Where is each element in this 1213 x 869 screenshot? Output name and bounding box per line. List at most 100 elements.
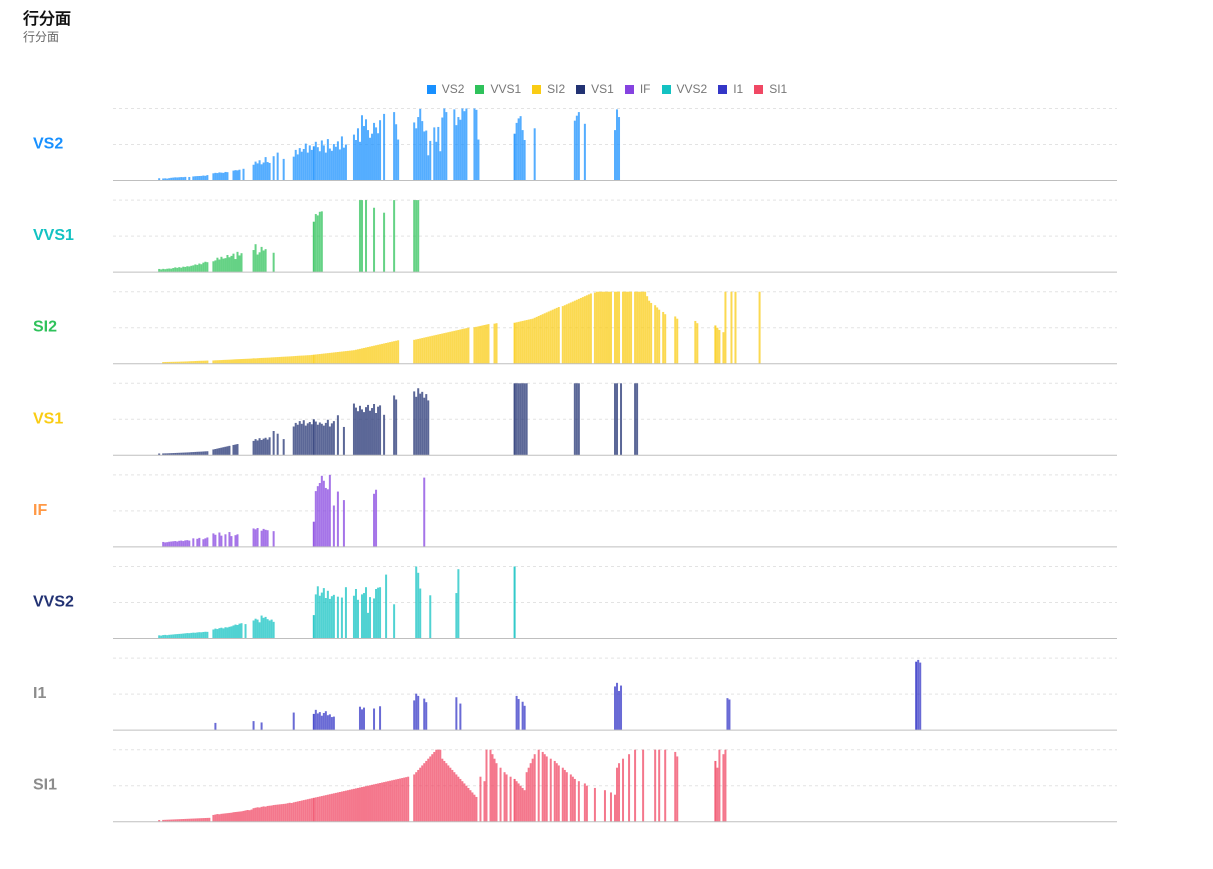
bar[interactable]	[206, 451, 209, 456]
bar[interactable]	[324, 422, 327, 456]
bar[interactable]	[268, 805, 271, 822]
bar[interactable]	[714, 325, 717, 364]
bar[interactable]	[166, 542, 169, 547]
bar[interactable]	[224, 171, 227, 181]
bar[interactable]	[539, 315, 542, 364]
bar[interactable]	[377, 783, 380, 822]
bar[interactable]	[328, 474, 331, 547]
bar[interactable]	[521, 320, 524, 364]
bar[interactable]	[236, 625, 239, 639]
bar[interactable]	[236, 444, 239, 456]
bar[interactable]	[369, 410, 372, 456]
bar[interactable]	[391, 341, 394, 364]
bar[interactable]	[437, 126, 440, 181]
bar[interactable]	[579, 298, 582, 364]
bar[interactable]	[312, 146, 315, 181]
bar[interactable]	[330, 352, 333, 364]
bar[interactable]	[515, 383, 518, 456]
bar[interactable]	[184, 176, 187, 181]
bar[interactable]	[236, 534, 239, 547]
bar[interactable]	[569, 774, 572, 822]
bar[interactable]	[515, 322, 518, 364]
bar[interactable]	[158, 268, 161, 273]
bar[interactable]	[338, 792, 341, 822]
bar[interactable]	[356, 599, 359, 639]
bar[interactable]	[312, 419, 315, 456]
bar[interactable]	[517, 321, 520, 364]
bar[interactable]	[537, 749, 540, 822]
bar[interactable]	[630, 291, 633, 364]
bar[interactable]	[453, 772, 456, 822]
bar[interactable]	[230, 359, 233, 364]
bar[interactable]	[180, 540, 183, 547]
bar[interactable]	[429, 336, 432, 364]
bar[interactable]	[367, 347, 370, 364]
bar[interactable]	[620, 685, 623, 731]
bar[interactable]	[505, 774, 508, 822]
bar[interactable]	[451, 331, 454, 364]
bar[interactable]	[387, 342, 390, 364]
bar[interactable]	[491, 754, 494, 822]
bar[interactable]	[188, 361, 191, 364]
bar[interactable]	[164, 542, 167, 547]
bar[interactable]	[232, 444, 235, 456]
bar[interactable]	[365, 347, 368, 364]
bar[interactable]	[224, 446, 227, 456]
bar[interactable]	[272, 431, 275, 456]
bar[interactable]	[395, 399, 398, 456]
bar[interactable]	[495, 323, 498, 364]
bar[interactable]	[206, 537, 209, 547]
bar[interactable]	[314, 797, 317, 822]
bar[interactable]	[286, 803, 289, 822]
bar[interactable]	[184, 361, 187, 364]
bar[interactable]	[473, 108, 476, 181]
bar[interactable]	[624, 291, 627, 364]
bar[interactable]	[288, 802, 291, 822]
bar[interactable]	[306, 799, 309, 822]
bar[interactable]	[722, 332, 725, 364]
legend-item-if[interactable]: IF	[624, 82, 651, 96]
bar[interactable]	[407, 776, 410, 822]
bar[interactable]	[198, 451, 201, 456]
bar[interactable]	[218, 360, 221, 364]
bar[interactable]	[326, 715, 329, 731]
bar[interactable]	[164, 178, 167, 181]
bar[interactable]	[338, 351, 341, 364]
bar[interactable]	[421, 765, 424, 822]
bar[interactable]	[393, 604, 396, 639]
bar[interactable]	[190, 452, 193, 456]
bar[interactable]	[168, 634, 171, 639]
bar[interactable]	[399, 778, 402, 822]
bar[interactable]	[589, 293, 592, 364]
bar[interactable]	[441, 758, 444, 822]
bar[interactable]	[240, 811, 243, 822]
bar[interactable]	[475, 796, 478, 822]
bar[interactable]	[256, 528, 259, 547]
bar[interactable]	[383, 212, 386, 273]
bar[interactable]	[198, 818, 201, 822]
bar[interactable]	[650, 302, 653, 364]
bar[interactable]	[180, 267, 183, 273]
bar[interactable]	[360, 787, 363, 822]
bar[interactable]	[455, 125, 458, 181]
bar[interactable]	[202, 360, 205, 364]
bar[interactable]	[190, 818, 193, 822]
bar[interactable]	[383, 782, 386, 822]
bar[interactable]	[373, 493, 376, 547]
bar[interactable]	[254, 244, 257, 273]
bar[interactable]	[202, 539, 205, 547]
bar[interactable]	[196, 451, 199, 456]
bar[interactable]	[437, 749, 440, 822]
bar[interactable]	[915, 661, 918, 731]
bar[interactable]	[644, 291, 647, 364]
bar[interactable]	[449, 331, 452, 364]
legend-item-si1[interactable]: SI1	[754, 82, 787, 96]
bar[interactable]	[164, 269, 167, 273]
bar[interactable]	[232, 170, 235, 181]
bar[interactable]	[620, 383, 623, 456]
bar[interactable]	[531, 318, 534, 364]
bar[interactable]	[371, 784, 374, 822]
bar[interactable]	[557, 307, 560, 364]
bar[interactable]	[493, 323, 496, 364]
bar[interactable]	[515, 122, 518, 181]
